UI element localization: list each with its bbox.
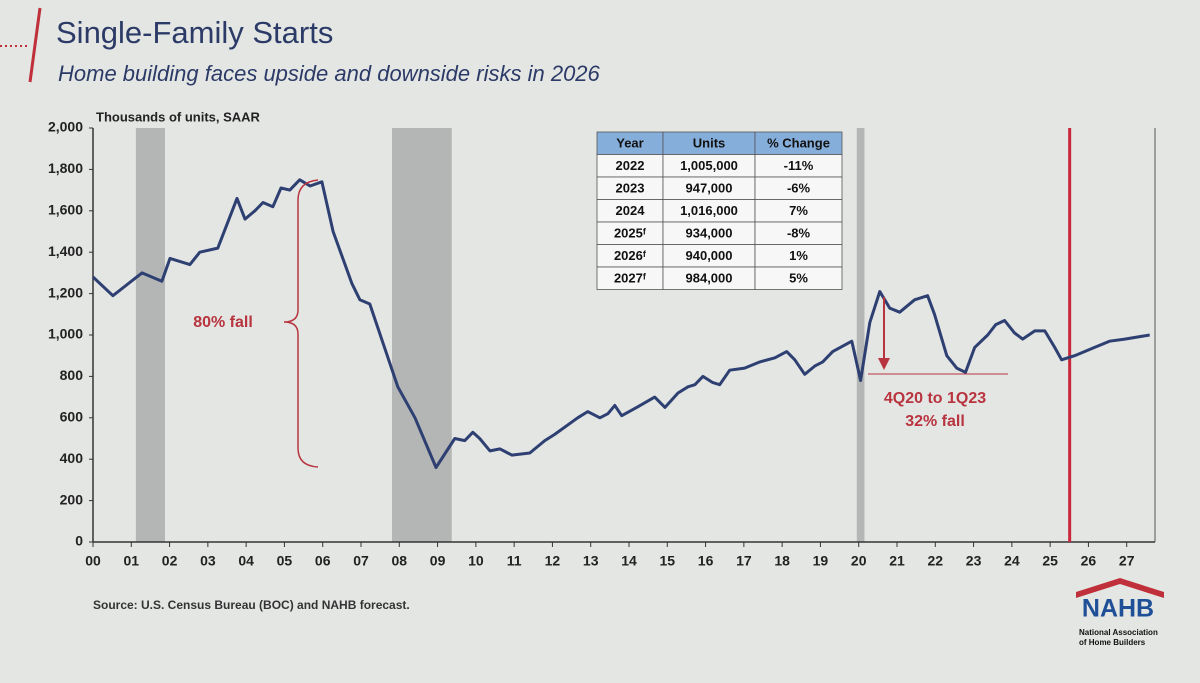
x-tick-label: 01 [123,553,139,569]
y-tick-label: 1,000 [48,326,83,342]
x-tick-label: 23 [966,553,982,569]
y-tick-label: 200 [60,491,84,507]
cell-text: 940,000 [686,248,733,263]
x-tick-label: 25 [1042,553,1058,569]
y-tick-label: 1,800 [48,160,83,176]
y-tick-label: 400 [60,450,84,466]
y-tick-label: 2,000 [48,119,83,135]
cell-text: 2025ᶠ [614,226,646,241]
y-tick-label: 0 [75,533,83,549]
logo-roof [1076,578,1164,598]
title-slash [28,7,42,83]
source-note: Source: U.S. Census Bureau (BOC) and NAH… [93,598,410,612]
logo-name: NAHB [1082,595,1154,623]
x-tick-label: 03 [200,553,216,569]
y-tick-label: 800 [60,367,84,383]
logo-line: of Home Builders [1079,638,1146,647]
x-tick-label: 04 [238,553,254,569]
x-tick-label: 19 [813,553,829,569]
x-tick-label: 13 [583,553,599,569]
x-tick-label: 22 [927,553,943,569]
cell-text: -6% [787,181,811,196]
x-tick-label: 07 [353,553,369,569]
cell-text: 2024 [616,203,646,218]
recession-band [135,128,165,542]
x-tick-label: 12 [545,553,561,569]
series-line [91,178,1150,469]
x-tick-label: 20 [851,553,867,569]
x-tick-label: 15 [659,553,675,569]
cell-text: 7% [789,203,808,218]
y-tick-label: 1,600 [48,202,83,218]
x-tick-label: 21 [889,553,905,569]
x-tick-label: 18 [774,553,790,569]
x-tick-label: 00 [85,553,101,569]
cell-text: 984,000 [686,271,733,286]
cell-text: 2022 [616,158,645,173]
header-text: % Change [767,136,830,151]
cell-text: -8% [787,226,811,241]
chart-subtitle: Home building faces upside and downside … [58,61,601,86]
x-tick-label: 09 [430,553,446,569]
y-tick-label: 1,400 [48,243,83,259]
brace [283,179,319,468]
x-tick-label: 26 [1081,553,1097,569]
annotation: 80% fall [193,314,253,331]
y-axis-label: Thousands of units, SAAR [96,109,261,124]
logo-line: National Association [1079,628,1158,637]
x-tick-label: 27 [1119,553,1135,569]
cell-text: 947,000 [686,181,733,196]
x-tick-label: 14 [621,553,637,569]
cell-text: 5% [789,271,808,286]
chart-title: Single-Family Starts [56,15,333,50]
cell-text: 1,016,000 [680,203,738,218]
plot-area: 02004006008001,0001,2001,4001,6001,8002,… [48,119,1156,569]
x-tick-label: 10 [468,553,484,569]
cell-text: 2026ᶠ [614,248,646,263]
arrow-head [878,358,890,370]
cell-text: -11% [784,158,814,173]
x-tick-label: 16 [698,553,714,569]
y-tick-label: 600 [60,409,84,425]
cell-text: 2023 [616,181,645,196]
x-tick-label: 24 [1004,553,1020,569]
x-tick-label: 17 [736,553,752,569]
cell-text: 1,005,000 [680,158,738,173]
x-tick-label: 06 [315,553,331,569]
table-cell [754,266,843,290]
recession-band [392,128,452,542]
recession-band [856,128,865,542]
y-tick-label: 1,200 [48,284,83,300]
cell-text: 2027ᶠ [614,271,646,286]
cell-text: 1% [789,248,808,263]
x-tick-label: 02 [162,553,178,569]
annotation: 4Q20 to 1Q23 [884,390,986,407]
x-tick-label: 05 [277,553,293,569]
x-tick-label: 11 [507,553,522,569]
header-text: Units [693,136,726,151]
annotation: 32% fall [905,413,965,430]
data-table: Year Units % Change 2022 1,005,000 -11% 2023 94… [596,131,843,290]
x-tick-label: 08 [391,553,407,569]
header-text: Year [616,136,643,151]
cell-text: 934,000 [686,226,733,241]
